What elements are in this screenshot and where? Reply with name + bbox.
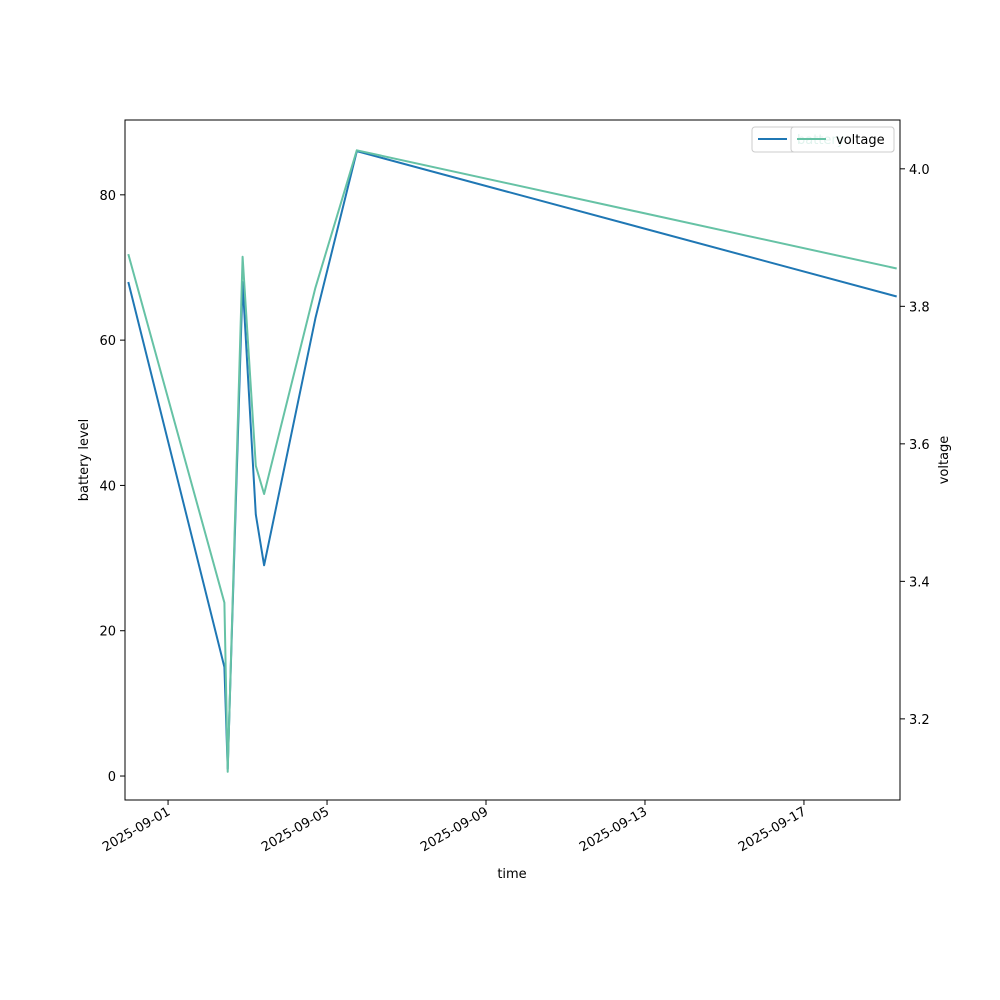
- y-left-tick-label: 80: [99, 189, 116, 204]
- y-left-tick-label: 60: [99, 334, 116, 349]
- plot-background: [125, 120, 900, 800]
- x-axis: 2025-09-01 2025-09-05 2025-09-09 2025-09-13…: [100, 800, 809, 855]
- y-right-tick-label: 3.4: [909, 575, 930, 590]
- legend-voltage-box: [790, 126, 895, 153]
- x-tick-label: 2025-09-13: [577, 804, 650, 855]
- y-axis-right-title: voltage: [937, 436, 952, 485]
- y-left-tick-label: 40: [99, 479, 116, 494]
- legend-voltage: voltage: [790, 126, 895, 153]
- x-tick-label: 2025-09-09: [418, 804, 491, 855]
- series-line-voltage: [127, 149, 897, 773]
- y-right-tick-label: 3.8: [909, 300, 930, 315]
- y-right-tick-label: 3.6: [909, 438, 930, 453]
- y-right-tick-label: 4.0: [909, 163, 930, 178]
- y-right-tick-label: 3.2: [909, 713, 930, 728]
- x-axis-title: time: [497, 867, 526, 882]
- y-left-tick-label: 20: [99, 625, 116, 640]
- plot-frame: [124, 119, 901, 801]
- x-tick-label: 2025-09-05: [259, 804, 332, 855]
- y-left-tick-label: 0: [108, 770, 116, 785]
- y-axis-left-title: battery level: [77, 419, 92, 502]
- x-tick-label: 2025-09-17: [736, 804, 809, 855]
- x-tick-label: 2025-09-01: [100, 804, 173, 855]
- y-axis-left: 0 20 40 60 80: [99, 189, 125, 785]
- lines-layer: [127, 149, 897, 773]
- y-axis-right: 3.2 3.4 3.6 3.8 4.0: [900, 163, 930, 728]
- legend-voltage-label: voltage: [836, 133, 885, 148]
